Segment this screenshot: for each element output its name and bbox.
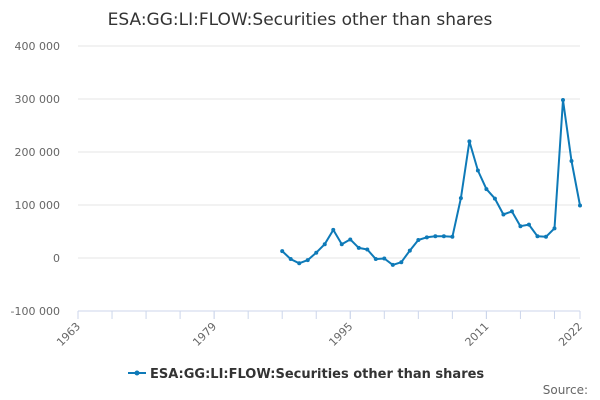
series-line bbox=[281, 99, 581, 266]
data-point[interactable] bbox=[382, 256, 387, 261]
data-point[interactable] bbox=[416, 237, 421, 242]
data-point[interactable] bbox=[501, 212, 506, 217]
data-point[interactable] bbox=[390, 262, 395, 267]
data-point[interactable] bbox=[458, 196, 463, 201]
data-point[interactable] bbox=[526, 222, 531, 227]
data-point[interactable] bbox=[484, 187, 489, 192]
y-axis: -100 000 0 100 000 200 000 300 000 400 000 bbox=[11, 40, 60, 318]
y-tick-label: 100 000 bbox=[15, 199, 61, 212]
y-tick-label: 200 000 bbox=[15, 146, 61, 159]
data-point[interactable] bbox=[288, 257, 293, 262]
data-point[interactable] bbox=[399, 260, 404, 265]
data-point[interactable] bbox=[365, 247, 370, 252]
data-point[interactable] bbox=[475, 168, 480, 173]
y-tick-label: 400 000 bbox=[15, 40, 61, 53]
x-axis: 1963 1979 1995 2011 2022 bbox=[54, 310, 585, 349]
data-point[interactable] bbox=[518, 224, 523, 229]
data-point[interactable] bbox=[552, 226, 557, 231]
data-point[interactable] bbox=[578, 203, 582, 208]
data-point[interactable] bbox=[560, 98, 565, 103]
data-point[interactable] bbox=[450, 234, 455, 239]
x-tick-label: 1963 bbox=[54, 320, 83, 349]
chart-title: ESA:GG:LI:FLOW:Securities other than sha… bbox=[108, 10, 493, 30]
data-point[interactable] bbox=[348, 237, 353, 242]
x-tick-label: 1995 bbox=[326, 320, 355, 349]
data-point[interactable] bbox=[339, 242, 344, 247]
data-point[interactable] bbox=[331, 227, 336, 232]
x-tick-label: 2011 bbox=[463, 320, 492, 349]
y-tick-label: -100 000 bbox=[11, 305, 60, 318]
data-point[interactable] bbox=[373, 257, 378, 262]
source-label: Source: bbox=[543, 383, 588, 397]
legend-marker-icon bbox=[134, 370, 140, 376]
data-point[interactable] bbox=[322, 242, 327, 247]
data-point[interactable] bbox=[535, 234, 540, 239]
data-point[interactable] bbox=[305, 258, 310, 263]
data-point[interactable] bbox=[569, 159, 574, 164]
x-tick-label: 1979 bbox=[190, 320, 219, 349]
data-point[interactable] bbox=[433, 234, 438, 239]
data-point[interactable] bbox=[543, 234, 548, 239]
x-tick-label: 2022 bbox=[556, 320, 585, 349]
data-point[interactable] bbox=[424, 235, 429, 240]
data-point[interactable] bbox=[509, 209, 514, 214]
data-point[interactable] bbox=[356, 245, 361, 250]
data-point[interactable] bbox=[407, 248, 412, 253]
data-point[interactable] bbox=[314, 250, 319, 255]
y-tick-label: 300 000 bbox=[15, 93, 61, 106]
legend-label: ESA:GG:LI:FLOW:Securities other than sha… bbox=[150, 367, 484, 382]
series-layer bbox=[280, 98, 582, 267]
legend[interactable]: ESA:GG:LI:FLOW:Securities other than sha… bbox=[128, 367, 484, 382]
data-point[interactable] bbox=[280, 249, 285, 254]
grid-lines bbox=[78, 45, 580, 312]
data-point[interactable] bbox=[297, 261, 302, 266]
y-tick-label: 0 bbox=[53, 252, 60, 265]
data-point[interactable] bbox=[467, 139, 472, 144]
data-point[interactable] bbox=[441, 234, 446, 239]
data-point[interactable] bbox=[492, 196, 497, 201]
